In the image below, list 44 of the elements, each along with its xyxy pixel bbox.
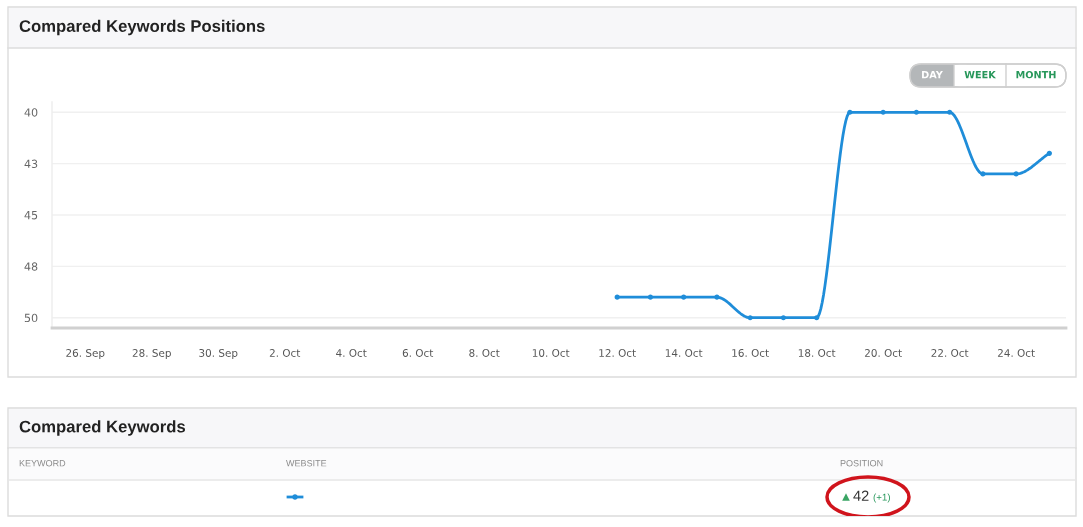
text: WEBSITE <box>286 460 327 467</box>
text: DAY <box>922 71 943 79</box>
y-tick-label: 43 <box>24 159 38 169</box>
point <box>913 109 919 115</box>
chart-title: Compared Keywords Positions <box>19 19 265 36</box>
x-tick-label: 12. Oct <box>599 349 636 357</box>
point <box>880 109 886 115</box>
point <box>681 294 687 300</box>
text: KEYWORD <box>19 460 66 467</box>
x-tick-label: 30. Sep <box>199 349 238 359</box>
x-tick-label: 2. Oct <box>269 349 301 357</box>
point <box>647 294 654 300</box>
point <box>947 109 953 115</box>
point <box>614 294 620 300</box>
y-tick-label: 40 <box>24 108 38 117</box>
point <box>780 315 787 321</box>
x-tick-label: 8. Oct <box>469 349 500 357</box>
point <box>814 315 820 321</box>
x-tick-label: 14. Oct <box>665 349 703 357</box>
x-tick-label: 26. Sep <box>66 349 105 359</box>
x-tick-label: 4. Oct <box>336 349 367 357</box>
y-tick-label: 50 <box>24 313 38 323</box>
point <box>1046 150 1052 156</box>
text: 42 <box>853 490 869 501</box>
x-tick-label: 18. Oct <box>798 349 836 357</box>
text: Compared Keywords <box>19 420 186 436</box>
x-tick-label: 6. Oct <box>402 349 434 357</box>
text: WEEK <box>964 71 997 79</box>
point <box>847 109 853 115</box>
text: MONTH <box>1016 70 1056 79</box>
x-tick-label: 22. Oct <box>931 349 969 357</box>
point <box>714 294 720 300</box>
y-tick-label: 45 <box>24 211 38 220</box>
x-tick-label: 10. Oct <box>532 349 570 357</box>
x-tick-label: 28. Sep <box>132 349 171 359</box>
point <box>1013 171 1019 177</box>
point <box>747 315 753 321</box>
text: (+1) <box>873 493 890 503</box>
x-tick-label: 24. Oct <box>997 349 1035 357</box>
x-tick-label: 20. Oct <box>864 349 902 357</box>
y-tick-label: 48 <box>24 262 38 271</box>
x-tick-label: 16. Oct <box>732 349 769 357</box>
point <box>980 171 986 177</box>
text: POSITION <box>840 460 883 467</box>
